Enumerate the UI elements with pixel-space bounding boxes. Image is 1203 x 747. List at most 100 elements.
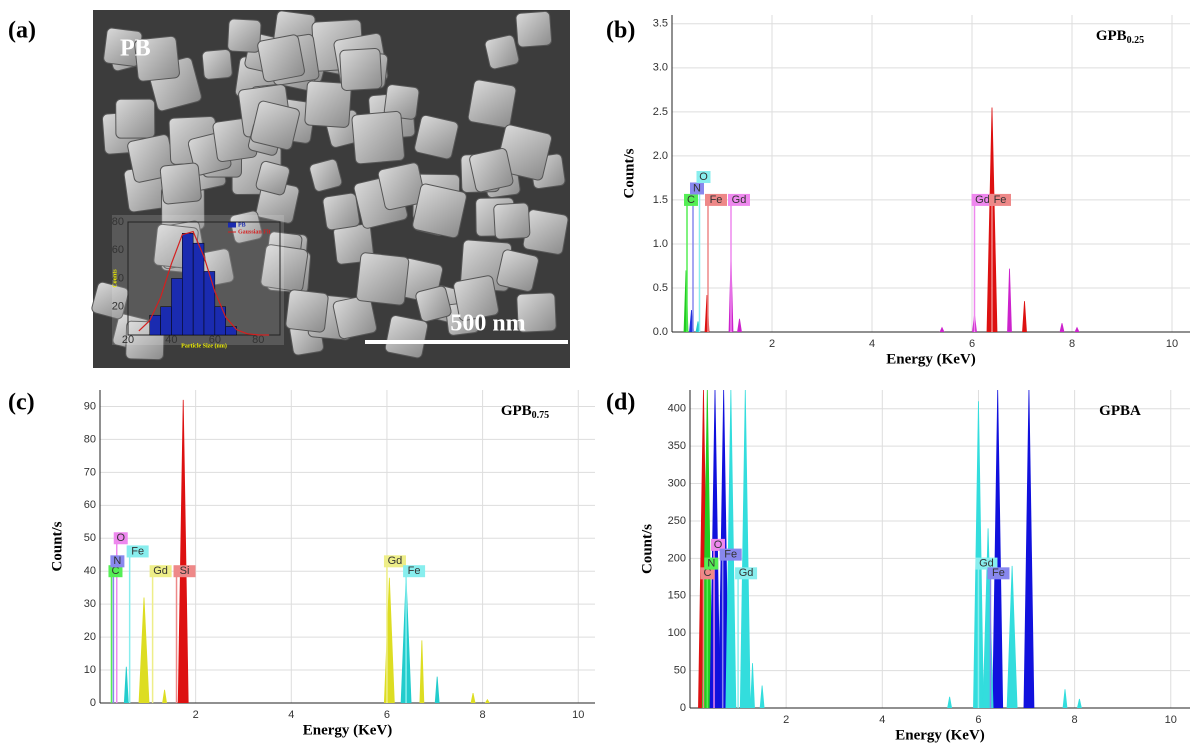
bar [182, 233, 193, 335]
chart-title: GPB [501, 403, 532, 419]
particle [516, 11, 552, 47]
bar [215, 307, 226, 335]
bar [161, 307, 172, 335]
x-axis-label: Energy (KeV) [895, 727, 985, 743]
y-tick-label: 50 [674, 664, 686, 676]
particle [202, 49, 233, 80]
peak [1075, 328, 1079, 332]
particle [160, 163, 202, 205]
y-tick-label: 250 [668, 515, 686, 527]
y-tick-label: 90 [84, 400, 96, 412]
particle [116, 99, 155, 138]
particle [352, 111, 405, 164]
figure: (a) (b) (c) (d) PB 500 nm 20406080204060… [0, 0, 1203, 747]
y-tick-label: 1.5 [653, 194, 668, 206]
peak [420, 640, 424, 703]
particle [384, 315, 428, 359]
x-tick-label: 8 [1069, 338, 1075, 350]
panel-label: (a) [8, 18, 36, 44]
x-tick-label: 6 [384, 709, 390, 721]
element-label: Fe [408, 565, 421, 577]
x-tick-label: 80 [252, 334, 264, 346]
peak [1007, 566, 1017, 708]
element-label: Gd [732, 194, 747, 206]
peak [948, 697, 952, 708]
peak [1060, 323, 1064, 332]
x-tick-label: 20 [122, 334, 134, 346]
chart-title: GPBA [1099, 403, 1141, 419]
element-label: Fe [710, 194, 723, 206]
x-tick-label: 10 [1165, 714, 1177, 726]
y-tick-label: 0 [680, 702, 686, 714]
peak [124, 667, 128, 703]
peak [485, 700, 489, 703]
y-tick-label: 60 [84, 499, 96, 511]
panel-label: (c) [8, 390, 35, 416]
particle [412, 183, 468, 239]
y-tick-label: 300 [668, 477, 686, 489]
particle [414, 114, 459, 159]
peak [178, 400, 188, 703]
peak [1063, 689, 1067, 708]
peak [471, 693, 475, 703]
y-axis-label: Count/s [639, 524, 655, 574]
element-label: O [116, 532, 125, 544]
y-axis-label: Count/s [621, 148, 637, 198]
y-tick-label: 2.0 [653, 150, 668, 162]
particle [469, 148, 514, 193]
peak [760, 686, 764, 708]
element-label: Gd [739, 567, 754, 579]
y-tick-label: 200 [668, 552, 686, 564]
element-label: Fe [724, 549, 737, 561]
chart-title-subscript: 0.25 [1127, 35, 1145, 46]
y-tick-label: 100 [668, 627, 686, 639]
x-tick-label: 2 [783, 714, 789, 726]
y-tick-label: 20 [84, 631, 96, 643]
legend-label: PB [238, 222, 246, 228]
panel-label: (d) [606, 390, 635, 416]
element-label: Si [180, 565, 190, 577]
particle [356, 252, 409, 305]
peak [983, 528, 993, 708]
y-tick-label: 70 [84, 466, 96, 478]
x-axis-label: Energy (KeV) [886, 351, 976, 367]
particle [494, 203, 531, 240]
peak [1077, 699, 1081, 708]
element-label: C [687, 194, 695, 206]
element-label: Gd [153, 565, 168, 577]
y-tick-label: 150 [668, 590, 686, 602]
x-tick-label: 6 [975, 714, 981, 726]
x-tick-label: 2 [769, 338, 775, 350]
element-label: N [707, 557, 715, 569]
chart-title: GPB0.25 [1096, 28, 1144, 46]
peak [384, 578, 394, 703]
peak [738, 319, 742, 332]
y-tick-label: 0 [90, 697, 96, 709]
peak [740, 390, 750, 708]
y-axis-label: Counts [112, 269, 118, 288]
chart-title-subscript: 0.75 [532, 410, 550, 421]
peak [940, 328, 944, 332]
scale-bar [365, 340, 568, 344]
element-label: Fe [992, 567, 1005, 579]
y-tick-label: 50 [84, 532, 96, 544]
x-tick-label: 10 [1166, 338, 1178, 350]
x-tick-label: 4 [869, 338, 875, 350]
x-tick-label: 4 [879, 714, 885, 726]
y-tick-label: 350 [668, 440, 686, 452]
image-label: PB [120, 36, 151, 62]
particle [227, 19, 261, 53]
particle [257, 34, 305, 82]
particle [484, 34, 520, 70]
peak [1024, 390, 1034, 708]
y-tick-label: 400 [668, 403, 686, 415]
element-label: N [693, 182, 701, 194]
y-tick-label: 20 [112, 301, 124, 313]
particle [340, 48, 382, 90]
bar [193, 243, 204, 335]
particle [285, 289, 328, 332]
y-tick-label: 40 [84, 565, 96, 577]
y-tick-label: 1.0 [653, 238, 668, 250]
plot [698, 390, 1081, 708]
